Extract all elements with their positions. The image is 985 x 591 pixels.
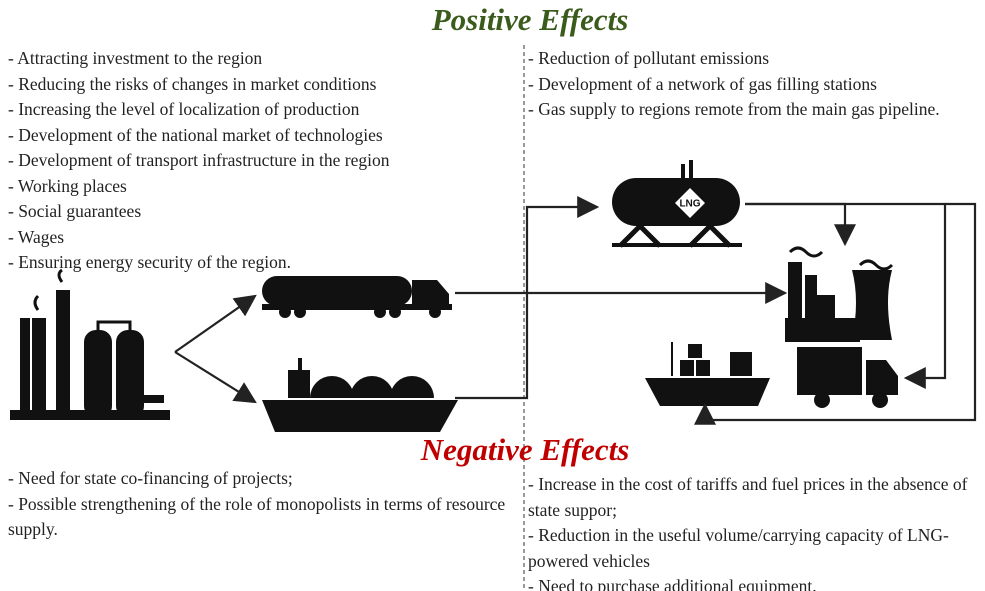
list-item: - Need to purchase additional equipment.: [528, 574, 983, 591]
list-item: - Social guarantees: [8, 199, 523, 225]
positive-right-list: - Reduction of pollutant emissions- Deve…: [528, 46, 968, 123]
list-item: - Wages: [8, 225, 523, 251]
list-item: - Reduction of pollutant emissions: [528, 46, 968, 72]
negative-right-list: - Increase in the cost of tariffs and fu…: [528, 472, 983, 591]
truck-icon: [797, 347, 898, 408]
positive-left-list: - Attracting investment to the region- R…: [8, 46, 523, 276]
list-item: - Reduction in the useful volume/carryin…: [528, 523, 983, 574]
list-item: - Possible strengthening of the role of …: [8, 492, 518, 543]
positive-title: Positive Effects: [330, 2, 730, 38]
list-item: - Increase in the cost of tariffs and fu…: [528, 472, 983, 523]
list-item: - Reducing the risks of changes in marke…: [8, 72, 523, 98]
list-item: - Working places: [8, 174, 523, 200]
list-item: - Development of transport infrastructur…: [8, 148, 523, 174]
list-item: - Need for state co-financing of project…: [8, 466, 518, 492]
negative-left-list: - Need for state co-financing of project…: [8, 466, 518, 543]
lng-ship-icon: [262, 358, 458, 432]
list-item: - Development of a network of gas fillin…: [528, 72, 968, 98]
negative-title: Negative Effects: [325, 432, 725, 468]
refinery-icon: [10, 270, 170, 420]
diagram: LNG Positive Effects - Attracting invest…: [0, 0, 985, 591]
tanker-truck-icon: [262, 276, 452, 318]
factory-icon: [785, 248, 892, 342]
list-item: - Gas supply to regions remote from the …: [528, 97, 968, 123]
list-item: - Increasing the level of localization o…: [8, 97, 523, 123]
cargo-ship-icon: [645, 342, 770, 406]
list-item: - Development of the national market of …: [8, 123, 523, 149]
tank-label: LNG: [679, 199, 700, 210]
lng-tank-icon: LNG: [612, 160, 742, 247]
list-item: - Ensuring energy security of the region…: [8, 250, 523, 276]
list-item: - Attracting investment to the region: [8, 46, 523, 72]
